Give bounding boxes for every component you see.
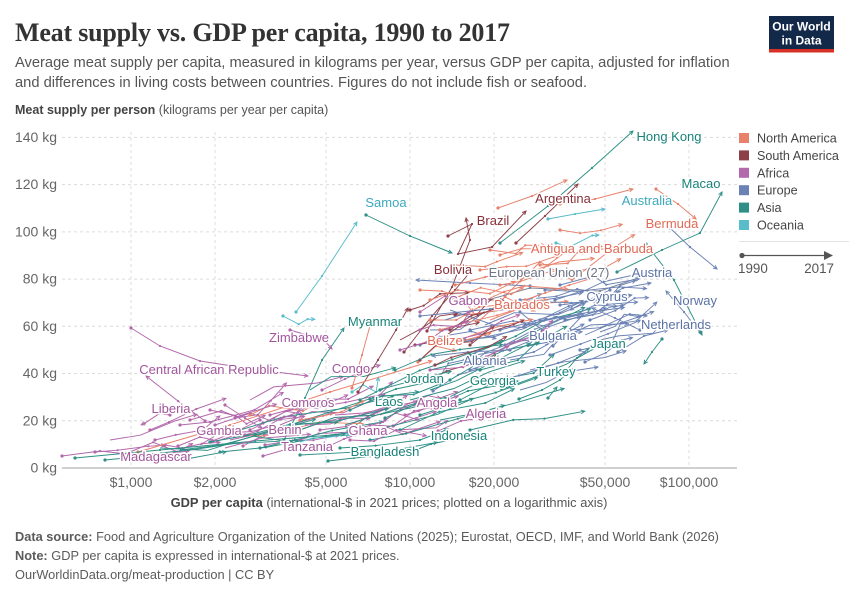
svg-text:Turkey: Turkey — [536, 364, 576, 379]
svg-text:Hong Kong: Hong Kong — [636, 129, 701, 144]
svg-text:Liberia: Liberia — [151, 401, 191, 416]
svg-text:120 kg: 120 kg — [15, 176, 57, 192]
svg-text:2017: 2017 — [804, 261, 834, 276]
svg-text:Average meat supply per capita: Average meat supply per capita, measured… — [15, 55, 730, 71]
svg-text:Laos: Laos — [375, 394, 404, 409]
svg-text:$10,000: $10,000 — [385, 474, 436, 490]
svg-text:European Union (27): European Union (27) — [489, 265, 610, 280]
svg-text:and differences in living cost: and differences in living costs between … — [15, 75, 587, 91]
svg-text:Norway: Norway — [673, 293, 718, 308]
svg-text:Netherlands: Netherlands — [641, 317, 712, 332]
svg-text:$20,000: $20,000 — [469, 474, 520, 490]
svg-text:Barbados: Barbados — [494, 297, 550, 312]
svg-text:Africa: Africa — [757, 166, 789, 180]
svg-text:100 kg: 100 kg — [15, 223, 57, 239]
svg-text:Belize: Belize — [427, 333, 462, 348]
svg-text:$2,000: $2,000 — [194, 474, 237, 490]
svg-text:Central African Republic: Central African Republic — [139, 362, 279, 377]
svg-text:Indonesia: Indonesia — [431, 428, 488, 443]
svg-text:Zimbabwe: Zimbabwe — [269, 330, 329, 345]
svg-text:Albania: Albania — [463, 353, 507, 368]
svg-text:Asia: Asia — [757, 201, 782, 215]
svg-text:Macao: Macao — [681, 176, 720, 191]
svg-text:Australia: Australia — [622, 193, 673, 208]
svg-text:in Data: in Data — [781, 34, 821, 48]
svg-text:40 kg: 40 kg — [23, 365, 57, 381]
svg-text:Gabon: Gabon — [448, 293, 487, 308]
svg-text:Bangladesh: Bangladesh — [351, 444, 420, 459]
svg-text:Algeria: Algeria — [466, 406, 507, 421]
svg-text:North America: North America — [757, 132, 837, 146]
svg-text:$100,000: $100,000 — [660, 474, 719, 490]
svg-text:Bermuda: Bermuda — [646, 216, 700, 231]
svg-text:60 kg: 60 kg — [23, 318, 57, 334]
svg-text:Samoa: Samoa — [365, 195, 407, 210]
svg-text:Ghana: Ghana — [348, 423, 388, 438]
svg-text:1990: 1990 — [738, 261, 768, 276]
svg-text:Brazil: Brazil — [477, 213, 510, 228]
svg-text:Benin: Benin — [268, 422, 301, 437]
svg-text:Myanmar: Myanmar — [348, 314, 403, 329]
svg-text:Japan: Japan — [590, 336, 625, 351]
svg-text:Gambia: Gambia — [196, 423, 242, 438]
svg-text:20 kg: 20 kg — [23, 412, 57, 428]
svg-text:Georgia: Georgia — [470, 373, 517, 388]
svg-text:Angola: Angola — [417, 395, 458, 410]
svg-text:OurWorldinData.org/meat-produc: OurWorldinData.org/meat-production | CC … — [15, 567, 275, 582]
svg-text:Note: GDP per capita is expres: Note: GDP per capita is expressed in int… — [15, 548, 400, 563]
svg-text:Our World: Our World — [772, 20, 830, 34]
svg-text:Madagascar: Madagascar — [120, 449, 192, 464]
svg-text:Comoros: Comoros — [282, 395, 335, 410]
svg-text:$5,000: $5,000 — [305, 474, 348, 490]
svg-text:Europe: Europe — [757, 184, 798, 198]
svg-text:Congo: Congo — [332, 361, 370, 376]
svg-text:80 kg: 80 kg — [23, 271, 57, 287]
svg-text:Oceania: Oceania — [757, 219, 804, 233]
svg-text:Cyprus: Cyprus — [586, 289, 628, 304]
svg-text:0 kg: 0 kg — [31, 460, 57, 476]
svg-text:Bulgaria: Bulgaria — [529, 328, 577, 343]
svg-text:Tanzania: Tanzania — [281, 439, 334, 454]
svg-text:Bolivia: Bolivia — [434, 262, 473, 277]
svg-text:GDP per capita (international-: GDP per capita (international-$ in 2021 … — [171, 495, 608, 510]
svg-text:Meat supply vs. GDP per capita: Meat supply vs. GDP per capita, 1990 to … — [15, 18, 510, 47]
svg-text:South America: South America — [757, 149, 839, 163]
svg-text:$50,000: $50,000 — [580, 474, 631, 490]
svg-text:Argentina: Argentina — [535, 191, 591, 206]
svg-text:140 kg: 140 kg — [15, 129, 57, 145]
svg-text:$1,000: $1,000 — [110, 474, 153, 490]
svg-text:Antigua and Barbuda: Antigua and Barbuda — [531, 241, 654, 256]
svg-text:Data source: Food and Agricult: Data source: Food and Agriculture Organi… — [15, 529, 719, 544]
svg-text:Meat supply per person (kilogr: Meat supply per person (kilograms per ye… — [15, 103, 328, 117]
svg-text:Jordan: Jordan — [404, 371, 444, 386]
svg-text:Austria: Austria — [632, 265, 673, 280]
